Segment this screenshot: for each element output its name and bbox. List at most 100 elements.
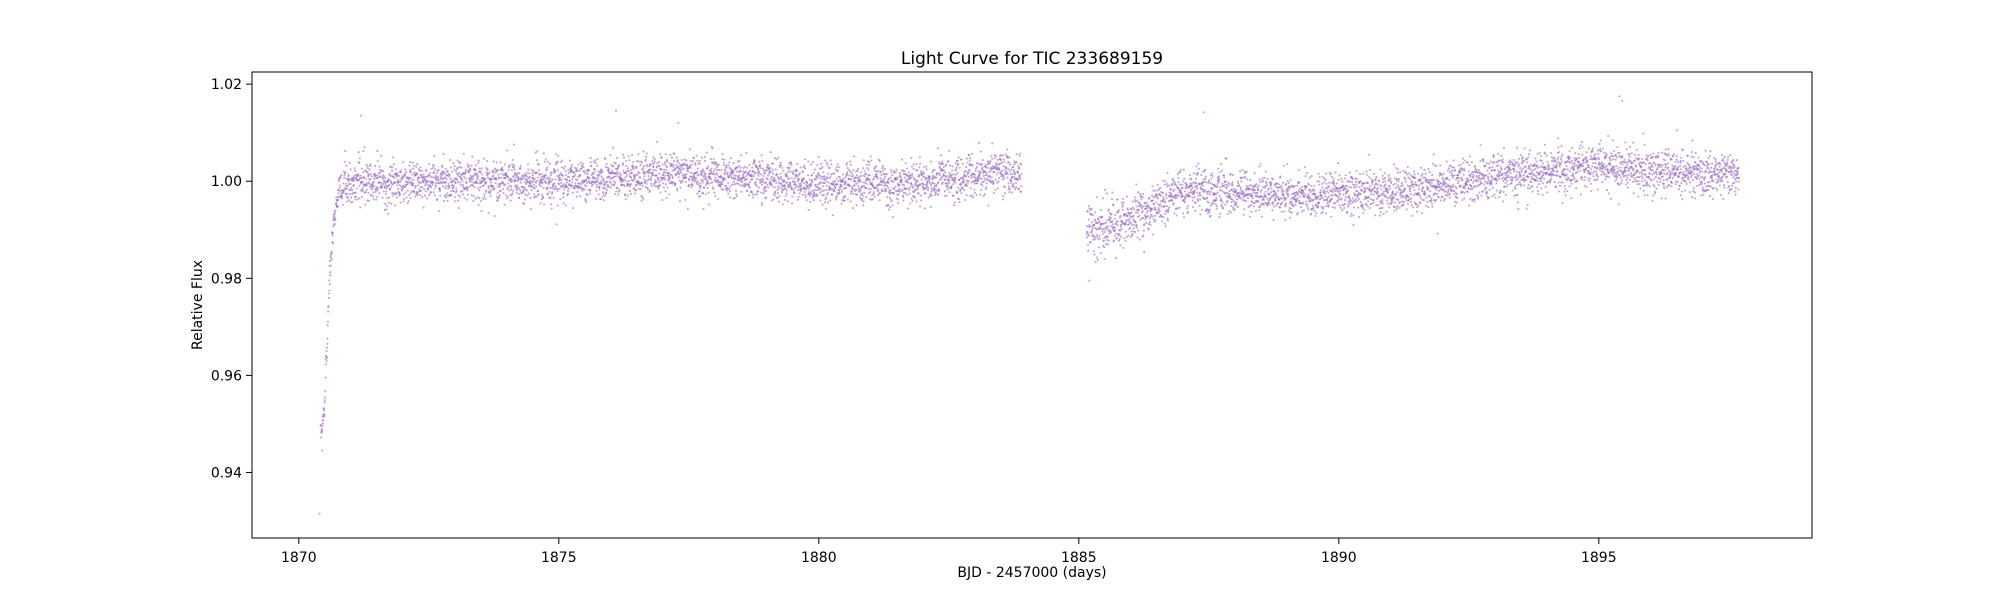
data-point [614,192,617,196]
data-point [1317,172,1320,175]
data-point [808,194,811,197]
data-point [1341,180,1344,183]
data-point [866,166,869,170]
data-point [994,166,998,169]
data-point [811,189,814,192]
data-point [1297,193,1300,196]
data-point [840,188,843,191]
data-point [1146,209,1149,212]
data-point [878,159,881,163]
data-point [468,164,471,167]
data-point [389,165,392,168]
data-point [1233,208,1236,211]
data-point [1208,179,1211,182]
data-point [1276,189,1280,192]
data-point [712,158,715,161]
data-point [522,177,525,180]
data-point [755,164,758,167]
data-point [856,169,859,172]
data-point [1020,172,1023,175]
data-point [730,177,733,180]
data-point [491,170,494,173]
data-point [896,202,900,205]
data-point [1108,232,1111,235]
data-point [828,176,831,180]
data-point [354,170,357,173]
data-point [368,186,371,189]
data-point [1365,203,1368,206]
data-point [666,166,669,169]
data-point [1163,222,1166,225]
data-point [606,184,610,187]
data-point [409,161,412,164]
data-point [711,186,714,189]
data-point [324,390,327,393]
data-point [366,170,369,174]
data-point [433,168,437,171]
data-point [453,168,456,171]
data-point [436,179,439,182]
data-point [536,150,539,153]
data-point [761,203,764,206]
data-point [401,187,404,190]
data-point [535,159,539,162]
data-point [320,431,323,434]
data-point [995,161,998,165]
data-point [922,172,925,175]
data-point [962,178,965,181]
data-point [601,170,604,173]
data-point [868,163,871,166]
data-point [426,180,429,183]
data-point [1376,183,1379,186]
data-point [737,170,740,173]
data-point [806,181,809,184]
data-point [707,165,710,168]
data-point [697,180,700,183]
data-point [1388,185,1391,188]
data-point [707,203,711,206]
data-point [815,189,818,192]
data-point [1382,181,1385,184]
data-point [1095,233,1098,236]
data-point [517,176,520,179]
data-point [1103,230,1106,234]
data-point [1392,163,1396,166]
data-point [470,193,473,197]
data-point [1352,200,1355,203]
data-point [396,174,399,177]
data-point [633,165,636,168]
data-point [643,172,646,175]
data-point [1211,186,1214,190]
data-point [985,163,988,166]
data-point [630,182,633,185]
data-point [1356,199,1359,202]
data-point [728,166,731,169]
data-point [445,178,448,181]
data-point [399,169,402,172]
data-point [724,172,727,175]
data-point [1231,173,1234,177]
data-point [439,174,442,177]
data-point [866,174,870,177]
data-point [877,190,880,193]
data-point [461,183,464,186]
data-point [1327,204,1330,207]
data-point [1206,196,1209,199]
data-point [855,174,858,177]
data-point [760,201,763,205]
data-point [328,289,331,292]
data-point [479,186,482,189]
data-point [677,162,681,165]
data-point [1102,228,1106,231]
data-point [699,195,702,198]
data-point [675,172,678,175]
data-point [1138,202,1141,205]
data-point [982,194,985,197]
data-point [736,160,739,163]
data-point [752,175,755,178]
data-point [644,179,647,182]
data-point [1119,214,1122,218]
data-point [893,188,896,191]
data-point [965,166,968,169]
data-point [408,176,411,179]
